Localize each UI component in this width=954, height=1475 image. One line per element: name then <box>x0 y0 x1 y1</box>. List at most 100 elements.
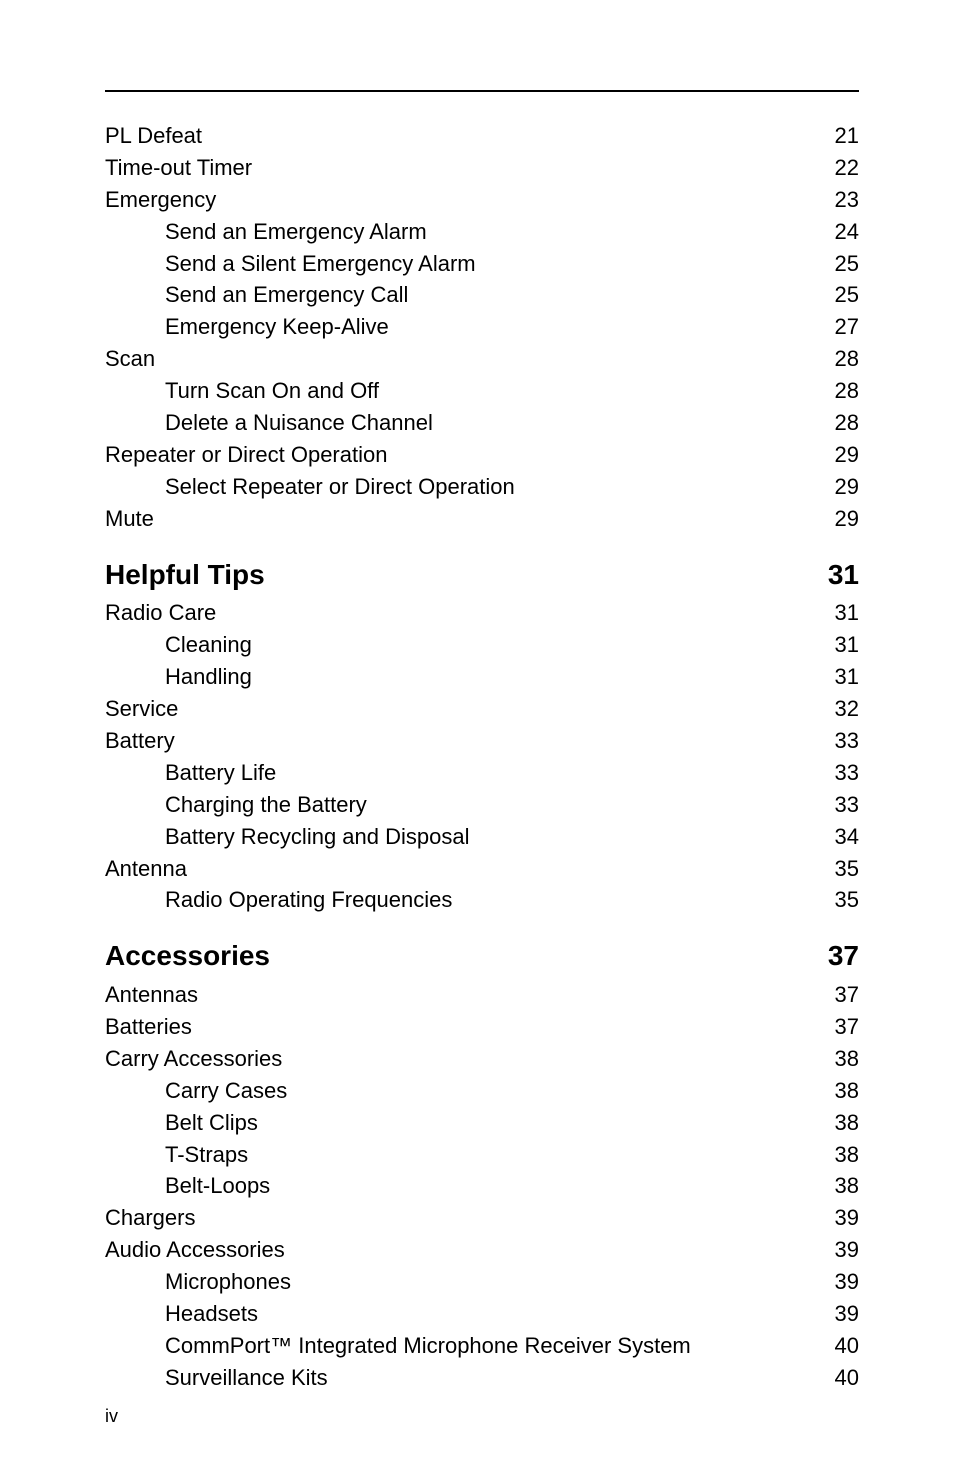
toc-entry: Microphones 39 <box>165 1266 859 1298</box>
toc-label: Cleaning <box>165 629 252 661</box>
toc-page-number: 37 <box>828 934 859 979</box>
toc-entry: Mute 29 <box>105 503 859 535</box>
toc-label: Send a Silent Emergency Alarm <box>165 248 476 280</box>
toc-page-number: 31 <box>828 553 859 598</box>
toc-entry: Delete a Nuisance Channel 28 <box>165 407 859 439</box>
toc-entry: Antenna 35 <box>105 853 859 885</box>
toc-label: Emergency Keep-Alive <box>165 311 389 343</box>
toc-label: Antenna <box>105 853 187 885</box>
toc-label: Charging the Battery <box>165 789 367 821</box>
toc-label: Service <box>105 693 178 725</box>
toc-page-number: 29 <box>835 439 859 471</box>
toc-label: Time-out Timer <box>105 152 252 184</box>
toc-page-number: 25 <box>835 279 859 311</box>
toc-label: Handling <box>165 661 252 693</box>
toc-page-number: 33 <box>835 725 859 757</box>
toc-page-number: 27 <box>835 311 859 343</box>
toc-label: Send an Emergency Alarm <box>165 216 427 248</box>
toc-entry: Radio Care 31 <box>105 597 859 629</box>
toc-entry: Charging the Battery 33 <box>165 789 859 821</box>
toc-label: Audio Accessories <box>105 1234 285 1266</box>
toc-entry: Send a Silent Emergency Alarm 25 <box>165 248 859 280</box>
toc-entry: Belt-Loops 38 <box>165 1170 859 1202</box>
toc-label: Helpful Tips <box>105 553 265 598</box>
toc-page-number: 33 <box>835 757 859 789</box>
toc-entry: Service 32 <box>105 693 859 725</box>
toc-label: Radio Operating Frequencies <box>165 884 452 916</box>
toc-page-number: 32 <box>835 693 859 725</box>
toc-page-number: 35 <box>835 884 859 916</box>
toc-entry: Scan 28 <box>105 343 859 375</box>
toc-entry: Batteries 37 <box>105 1011 859 1043</box>
toc-entry: Battery 33 <box>105 725 859 757</box>
toc-page-number: 40 <box>835 1330 859 1362</box>
toc-page-number: 22 <box>835 152 859 184</box>
toc-page-number: 34 <box>835 821 859 853</box>
toc-label: Scan <box>105 343 155 375</box>
toc-page-number: 21 <box>835 120 859 152</box>
toc-entry: Helpful Tips 31 <box>105 553 859 598</box>
toc-container: PL Defeat 21Time-out Timer 22Emergency 2… <box>105 120 859 1394</box>
toc-page-number: 25 <box>835 248 859 280</box>
toc-entry: Cleaning 31 <box>165 629 859 661</box>
toc-page-number: 38 <box>835 1139 859 1171</box>
toc-label: Antennas <box>105 979 198 1011</box>
toc-entry: Radio Operating Frequencies 35 <box>165 884 859 916</box>
toc-page-number: 40 <box>835 1362 859 1394</box>
toc-entry: Emergency Keep-Alive 27 <box>165 311 859 343</box>
toc-entry: Headsets 39 <box>165 1298 859 1330</box>
toc-entry: CommPort™ Integrated Microphone Receiver… <box>165 1330 859 1362</box>
toc-page-number: 31 <box>835 629 859 661</box>
toc-label: Microphones <box>165 1266 291 1298</box>
toc-page-number: 29 <box>835 503 859 535</box>
toc-label: Carry Accessories <box>105 1043 282 1075</box>
toc-entry: Emergency 23 <box>105 184 859 216</box>
toc-page-number: 31 <box>835 597 859 629</box>
toc-label: PL Defeat <box>105 120 202 152</box>
toc-entry: PL Defeat 21 <box>105 120 859 152</box>
toc-page-number: 38 <box>835 1075 859 1107</box>
toc-entry: Handling 31 <box>165 661 859 693</box>
toc-label: Belt-Loops <box>165 1170 270 1202</box>
toc-page-number: 28 <box>835 343 859 375</box>
toc-entry: Carry Accessories 38 <box>105 1043 859 1075</box>
toc-label: Emergency <box>105 184 216 216</box>
toc-entry: Audio Accessories 39 <box>105 1234 859 1266</box>
toc-page-number: 28 <box>835 407 859 439</box>
toc-page-number: 29 <box>835 471 859 503</box>
toc-label: Batteries <box>105 1011 192 1043</box>
toc-entry: Belt Clips 38 <box>165 1107 859 1139</box>
toc-entry: Select Repeater or Direct Operation 29 <box>165 471 859 503</box>
toc-entry: Battery Recycling and Disposal 34 <box>165 821 859 853</box>
toc-label: Accessories <box>105 934 270 979</box>
toc-label: Select Repeater or Direct Operation <box>165 471 515 503</box>
top-rule <box>105 90 859 92</box>
toc-entry: Surveillance Kits 40 <box>165 1362 859 1394</box>
toc-label: Battery Life <box>165 757 276 789</box>
toc-page-number: 28 <box>835 375 859 407</box>
toc-label: Radio Care <box>105 597 216 629</box>
toc-label: Chargers <box>105 1202 195 1234</box>
toc-page-number: 35 <box>835 853 859 885</box>
toc-label: Belt Clips <box>165 1107 258 1139</box>
toc-label: Mute <box>105 503 154 535</box>
toc-entry: Repeater or Direct Operation 29 <box>105 439 859 471</box>
toc-label: Battery <box>105 725 175 757</box>
toc-label: Turn Scan On and Off <box>165 375 379 407</box>
toc-label: Battery Recycling and Disposal <box>165 821 469 853</box>
toc-label: Surveillance Kits <box>165 1362 328 1394</box>
toc-label: Carry Cases <box>165 1075 287 1107</box>
toc-page-number: 38 <box>835 1107 859 1139</box>
page: PL Defeat 21Time-out Timer 22Emergency 2… <box>0 0 954 1475</box>
toc-entry: Accessories 37 <box>105 934 859 979</box>
toc-page-number: 37 <box>835 1011 859 1043</box>
toc-entry: Chargers 39 <box>105 1202 859 1234</box>
toc-entry: Send an Emergency Call 25 <box>165 279 859 311</box>
toc-page-number: 37 <box>835 979 859 1011</box>
toc-page-number: 31 <box>835 661 859 693</box>
toc-page-number: 23 <box>835 184 859 216</box>
toc-label: Delete a Nuisance Channel <box>165 407 433 439</box>
toc-page-number: 38 <box>835 1043 859 1075</box>
toc-page-number: 39 <box>835 1266 859 1298</box>
toc-label: Send an Emergency Call <box>165 279 408 311</box>
